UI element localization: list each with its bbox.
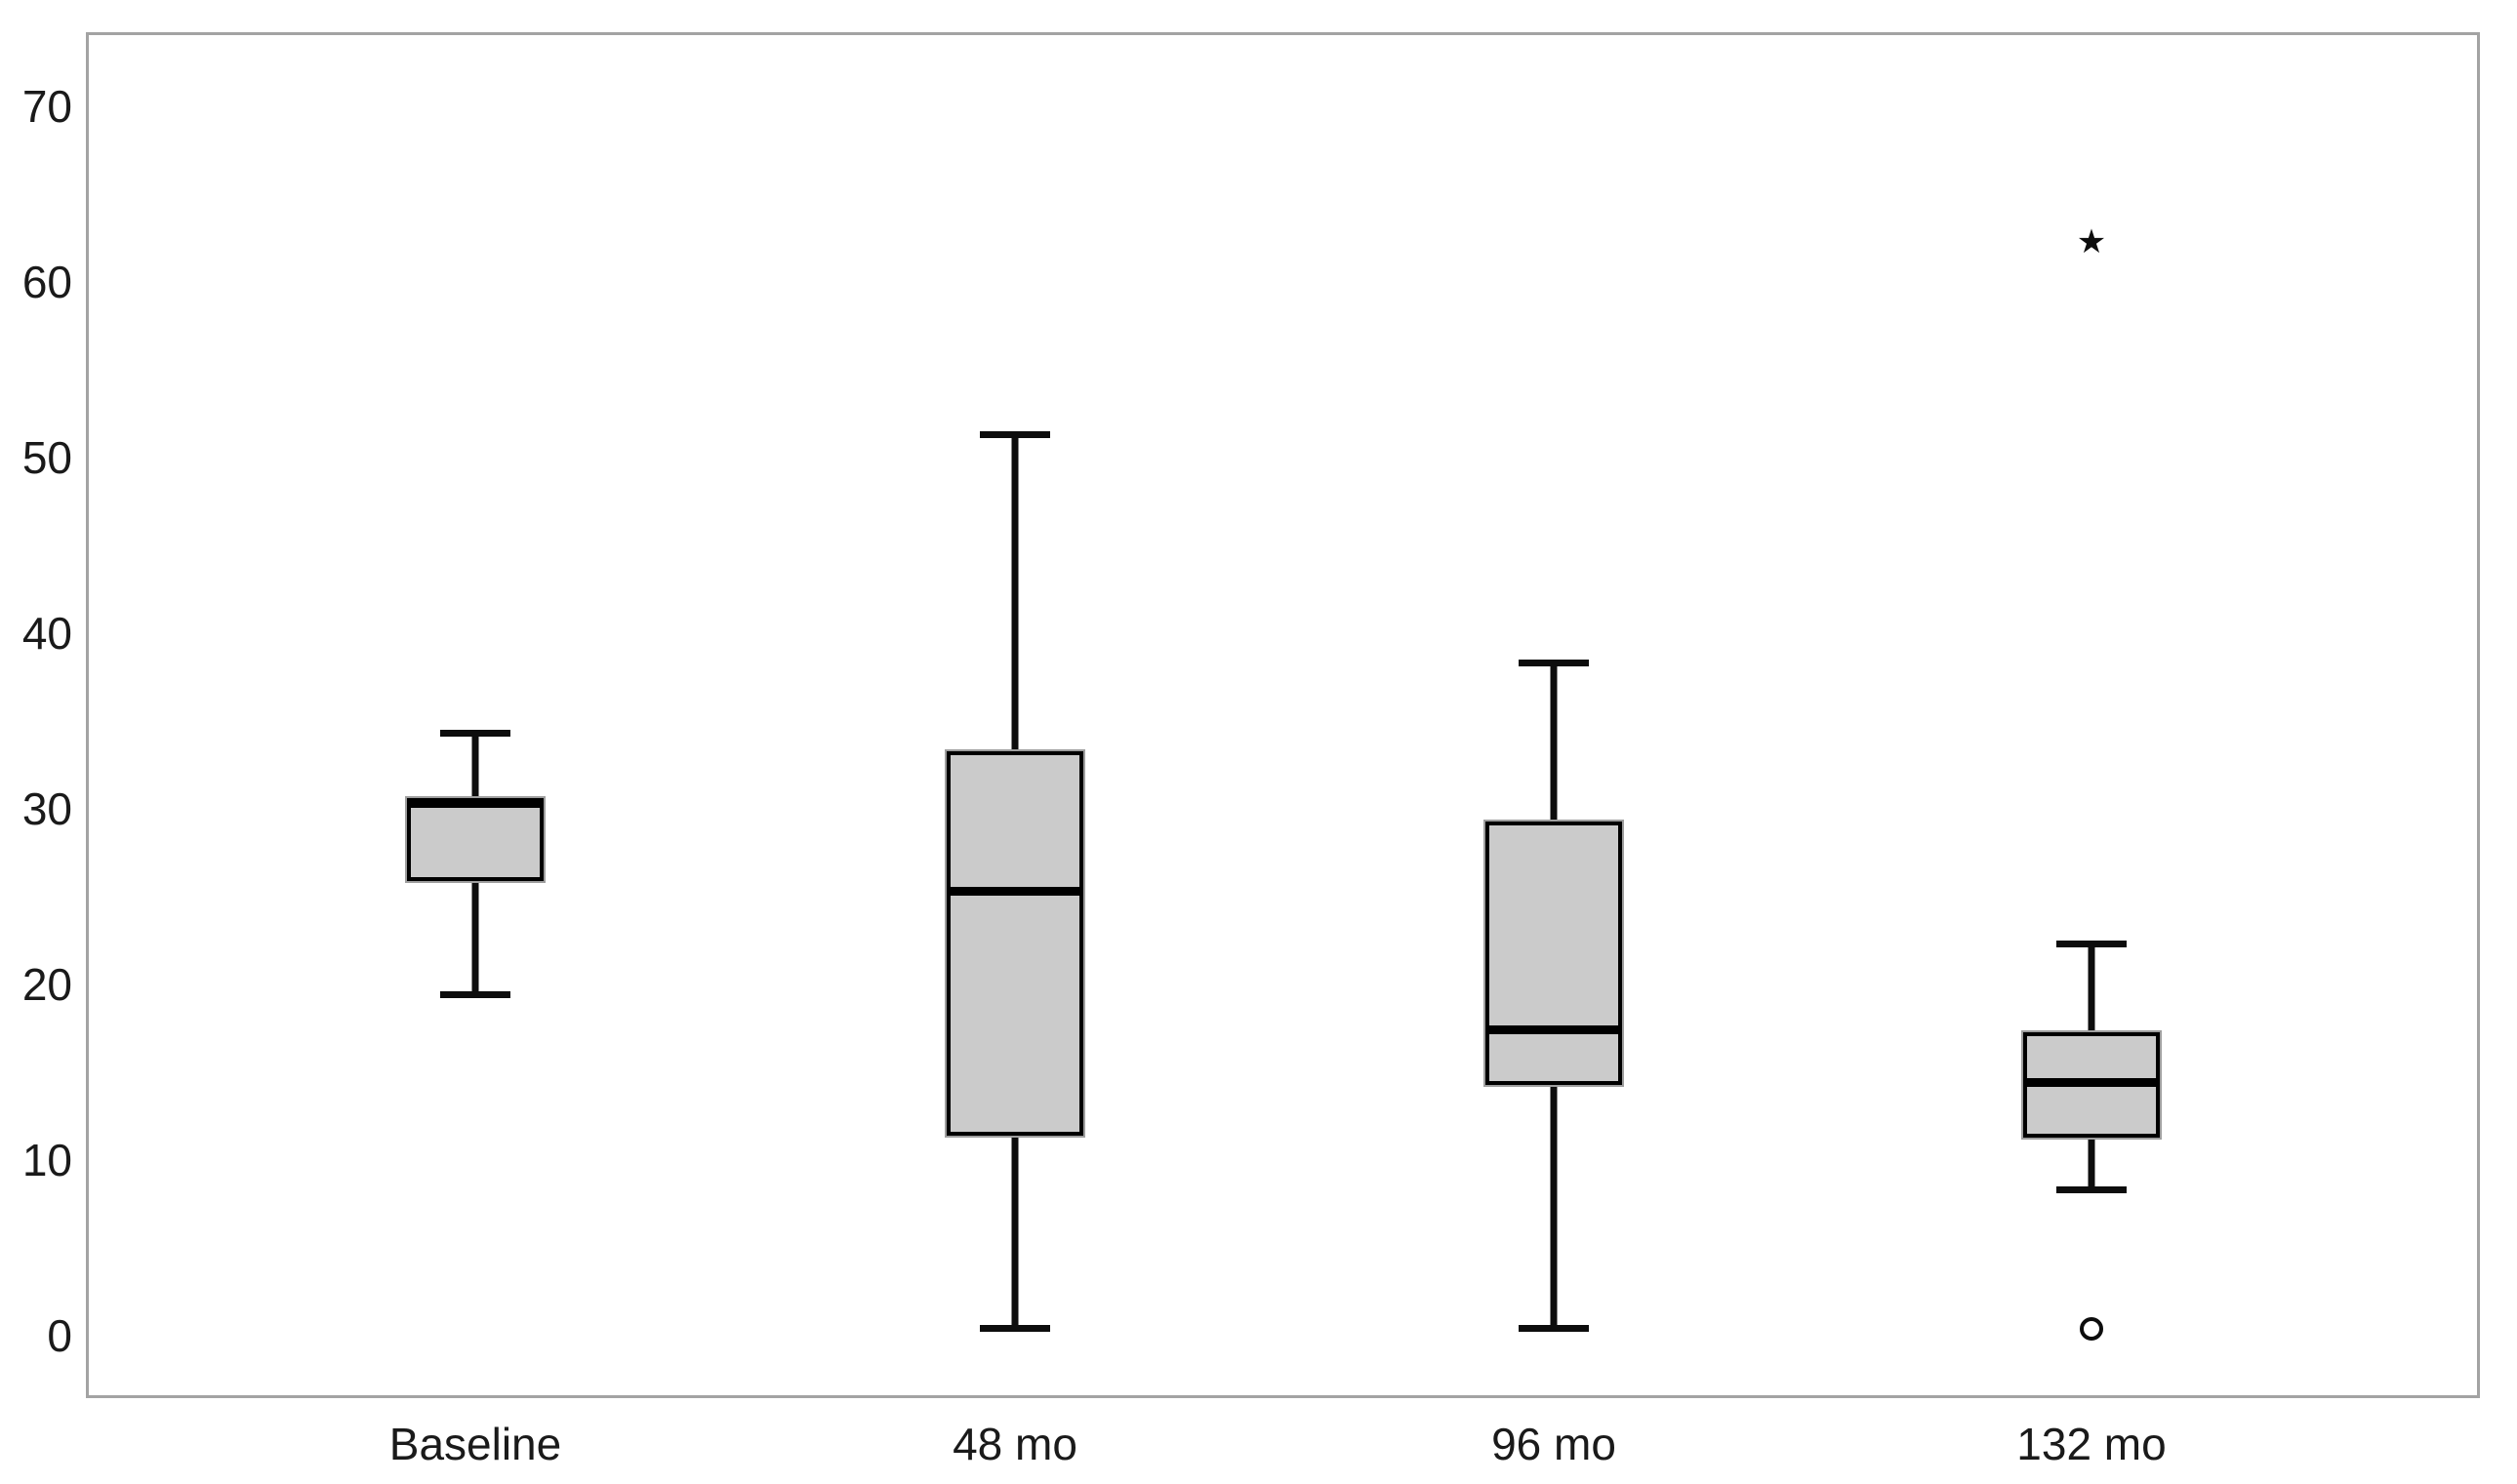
whisker-cap-bottom xyxy=(980,1325,1050,1333)
y-tick-label-70: 70 xyxy=(21,81,72,132)
plot-area xyxy=(86,32,2480,1398)
extreme-outlier-marker-star-icon: ★ xyxy=(2076,222,2107,261)
y-tick-label-40: 40 xyxy=(21,608,72,659)
median-line xyxy=(1485,1025,1622,1035)
whisker-cap-top xyxy=(440,730,510,738)
median-line xyxy=(407,799,544,809)
x-category-label-96-mo: 96 mo xyxy=(1491,1419,1616,1469)
whisker-cap-bottom xyxy=(440,991,510,999)
y-tick-label-0: 0 xyxy=(47,1310,72,1361)
x-category-label-48-mo: 48 mo xyxy=(953,1419,1077,1469)
outlier-marker-circle-icon xyxy=(2080,1316,2103,1341)
whisker-cap-top xyxy=(2056,941,2127,948)
y-tick-label-60: 60 xyxy=(21,257,72,307)
y-tick-label-50: 50 xyxy=(21,432,72,483)
iqr-box xyxy=(1483,819,1624,1087)
whisker-cap-bottom xyxy=(1519,1325,1589,1333)
whisker-cap-top xyxy=(1519,660,1589,667)
y-tick-label-20: 20 xyxy=(21,959,72,1010)
whisker-cap-top xyxy=(980,431,1050,439)
median-line xyxy=(2023,1078,2160,1088)
iqr-box xyxy=(405,796,546,883)
x-category-label-baseline: Baseline xyxy=(388,1419,562,1469)
x-category-label-132-mo: 132 mo xyxy=(2016,1419,2167,1469)
median-line xyxy=(947,887,1083,897)
whisker-cap-bottom xyxy=(2056,1186,2127,1194)
iqr-box xyxy=(945,748,1085,1138)
y-tick-label-10: 10 xyxy=(21,1135,72,1185)
y-tick-label-30: 30 xyxy=(21,783,72,834)
